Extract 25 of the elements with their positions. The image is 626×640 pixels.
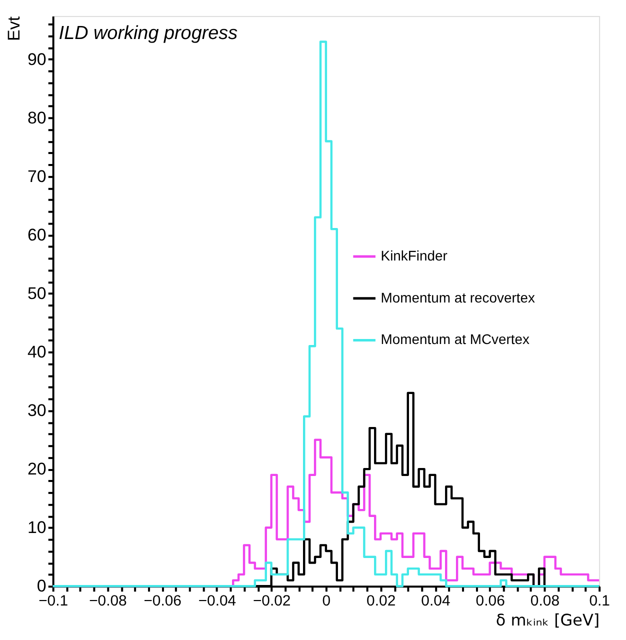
y-tick-label: 70 bbox=[28, 166, 46, 186]
x-tick-label: 0.08 bbox=[530, 592, 560, 610]
x-tick-label: −0.08 bbox=[89, 592, 127, 610]
x-tick-label: −0.04 bbox=[198, 592, 236, 610]
y-tick-label: 10 bbox=[28, 518, 46, 538]
y-tick-label: 50 bbox=[28, 284, 46, 303]
legend-label: Momentum at recovertex bbox=[380, 289, 535, 306]
x-tick-label: 0.1 bbox=[589, 592, 610, 610]
y-tick-label: 90 bbox=[28, 50, 46, 69]
legend-label: KinkFinder bbox=[380, 247, 448, 264]
x-tick-label: 0.06 bbox=[476, 592, 505, 610]
x-tick-label: 0 bbox=[322, 592, 331, 610]
x-tick-label: 0.02 bbox=[366, 592, 396, 610]
x-tick-label: −0.06 bbox=[144, 592, 182, 610]
y-tick-label: 60 bbox=[28, 225, 46, 244]
x-axis-title: δ mₖᵢₙₖ [GeV] bbox=[496, 610, 600, 630]
y-tick-label: 30 bbox=[28, 401, 46, 420]
y-axis-title: Evt bbox=[4, 16, 24, 41]
x-tick-label: 0.04 bbox=[421, 592, 450, 610]
legend-label: Momentum at MCvertex bbox=[380, 331, 530, 348]
y-tick-label: 20 bbox=[28, 460, 46, 479]
y-tick-label: 80 bbox=[28, 108, 46, 128]
annotation: ILD working progress bbox=[58, 22, 238, 44]
x-tick-label: −0.02 bbox=[252, 592, 291, 610]
y-tick-label: 40 bbox=[28, 342, 46, 362]
